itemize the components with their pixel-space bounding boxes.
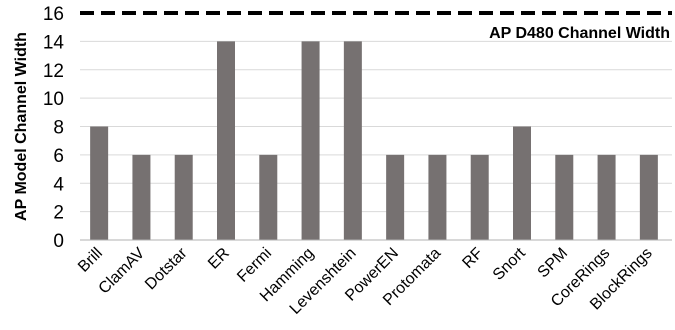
gridlines: [80, 40, 672, 213]
x-tick-label: ER: [205, 245, 233, 273]
y-tick-label: 0: [53, 231, 64, 252]
x-tick-label: ClamAV: [96, 245, 149, 298]
bar-rf: [470, 154, 489, 240]
bar-blockrings: [639, 154, 658, 240]
bar-spm: [555, 154, 574, 240]
x-tick-label: RF: [459, 245, 486, 272]
x-tick-label: Fermi: [234, 245, 275, 286]
x-tick-label: Brill: [75, 245, 106, 276]
reference-line-label: AP D480 Channel Width: [489, 25, 670, 42]
y-axis-label: AP Model Channel Width: [13, 32, 30, 221]
bar-poweren: [386, 154, 405, 240]
y-tick-label: 6: [53, 146, 64, 167]
bar-fermi: [259, 154, 278, 240]
x-tick-label: Dotstar: [142, 244, 191, 293]
y-tick-label: 16: [43, 4, 64, 25]
y-tick-label: 8: [53, 118, 64, 139]
bar-dotstar: [174, 154, 193, 240]
y-tick-label: 12: [43, 61, 64, 82]
bar-er: [217, 41, 235, 240]
y-tick-label: 4: [53, 174, 64, 195]
bar-protomata: [428, 154, 447, 240]
x-tick-label: Snort: [490, 244, 529, 283]
y-tick-label: 2: [53, 203, 64, 224]
bars: [90, 41, 658, 240]
bar-brill: [90, 126, 109, 240]
y-tick-labels: 0 2 4 6 8 10 12 14 16: [43, 4, 65, 252]
bar-clamav: [132, 154, 151, 240]
bar-levenshtein: [343, 41, 362, 240]
bar-snort: [513, 126, 531, 240]
y-tick-label: 14: [43, 32, 65, 53]
bar-corerings: [597, 154, 616, 240]
x-tick-label: SPM: [535, 245, 572, 282]
y-tick-label: 10: [43, 89, 64, 110]
bar-hamming: [301, 41, 320, 240]
